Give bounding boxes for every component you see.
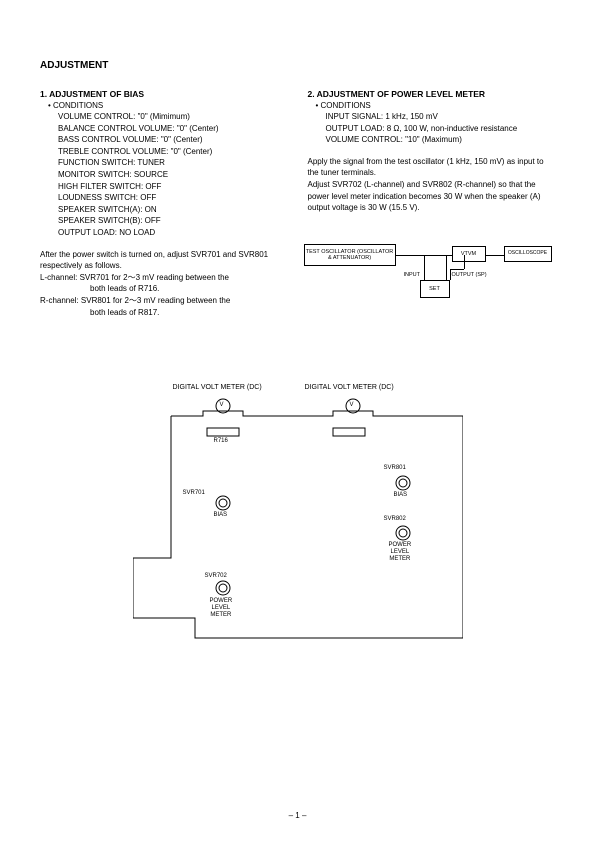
- section1-conditions: VOLUME CONTROL: "0" (Mimimum) BALANCE CO…: [58, 111, 288, 239]
- right-column: 2. ADJUSTMENT OF POWER LEVEL METER • CON…: [308, 89, 556, 318]
- cond-line: BALANCE CONTROL VOLUME: "0" (Center): [58, 123, 288, 135]
- left-column: 1. ADJUSTMENT OF BIAS • CONDITIONS VOLUM…: [40, 89, 288, 318]
- section1-cond-heading: • CONDITIONS: [48, 101, 288, 110]
- output-label: OUTPUT (SP): [452, 272, 487, 278]
- cond-line: OUTPUT LOAD: NO LOAD: [58, 227, 288, 239]
- page-number: – 1 –: [0, 811, 595, 820]
- svr702-label: SVR702: [205, 573, 227, 580]
- cond-line: SPEAKER SWITCH(B): OFF: [58, 215, 288, 227]
- oscilloscope-box: OSCILLOSCOPE: [504, 246, 552, 262]
- section1-rch-a: R-channel: SVR801 for 2～3 mV reading bet…: [40, 295, 288, 307]
- page-title: ADJUSTMENT: [40, 60, 555, 71]
- svr701-label: SVR701: [183, 490, 205, 497]
- cond-line: MONITOR SWITCH: SOURCE: [58, 169, 288, 181]
- cond-line: TREBLE CONTROL VOLUME: "0" (Center): [58, 146, 288, 158]
- r716-label: R716: [214, 438, 228, 445]
- cond-line: FUNCTION SWITCH: TUNER: [58, 157, 288, 169]
- board-diagram: DIGITAL VOLT METER (DC) DIGITAL VOLT MET…: [133, 388, 463, 648]
- vtvm-box: VTVM: [452, 246, 486, 262]
- cond-line: VOLUME CONTROL: "0" (Mimimum): [58, 111, 288, 123]
- section2-heading: 2. ADJUSTMENT OF POWER LEVEL METER: [308, 89, 556, 99]
- dvm-label-left: DIGITAL VOLT METER (DC): [173, 384, 262, 391]
- cond-line: HIGH FILTER SWITCH: OFF: [58, 181, 288, 193]
- cond-line: LOUDNESS SWITCH: OFF: [58, 192, 288, 204]
- section2-conditions: INPUT SIGNAL: 1 kHz, 150 mV OUTPUT LOAD:…: [326, 111, 556, 146]
- cond-line: OUTPUT LOAD: 8 Ω, 100 W, non-inductive r…: [326, 123, 556, 135]
- section1-lch-a: L-channel: SVR701 for 2～3 mV reading bet…: [40, 272, 288, 284]
- test-oscillator-box: TEST OSCILLATOR (OSCILLATOR & ATTENUATOR…: [304, 244, 396, 266]
- board-outline: [133, 388, 463, 648]
- v-label-left: V: [220, 402, 224, 409]
- cond-line: VOLUME CONTROL: "10" (Maximum): [326, 134, 556, 146]
- section1-p1: After the power switch is turned on, adj…: [40, 249, 288, 272]
- bias2-label: BIAS: [394, 492, 408, 499]
- section1-lch-b: both leads of R716.: [40, 283, 288, 295]
- svr801-label: SVR801: [384, 465, 406, 472]
- block-diagram: TEST OSCILLATOR (OSCILLATOR & ATTENUATOR…: [304, 226, 544, 316]
- section1-heading: 1. ADJUSTMENT OF BIAS: [40, 89, 288, 99]
- section2-p2: Adjust SVR702 (L-channel) and SVR802 (R-…: [308, 179, 556, 214]
- section2-p1: Apply the signal from the test oscillato…: [308, 156, 556, 179]
- section2-cond-heading: • CONDITIONS: [316, 101, 556, 110]
- input-label: INPUT: [404, 272, 421, 278]
- content-columns: 1. ADJUSTMENT OF BIAS • CONDITIONS VOLUM…: [40, 89, 555, 318]
- bias1-label: BIAS: [214, 512, 228, 519]
- cond-line: INPUT SIGNAL: 1 kHz, 150 mV: [326, 111, 556, 123]
- section1-rch-b: both leads of R817.: [40, 307, 288, 319]
- cond-line: SPEAKER SWITCH(A): ON: [58, 204, 288, 216]
- dvm-label-right: DIGITAL VOLT METER (DC): [305, 384, 394, 391]
- plm2-label: POWER LEVEL METER: [389, 542, 412, 563]
- svr802-label: SVR802: [384, 516, 406, 523]
- set-box: SET: [420, 280, 450, 298]
- v-label-right: V: [350, 402, 354, 409]
- cond-line: BASS CONTROL VOLUME: "0" (Center): [58, 134, 288, 146]
- plm1-label: POWER LEVEL METER: [210, 598, 233, 619]
- board-diagram-wrap: DIGITAL VOLT METER (DC) DIGITAL VOLT MET…: [40, 388, 555, 648]
